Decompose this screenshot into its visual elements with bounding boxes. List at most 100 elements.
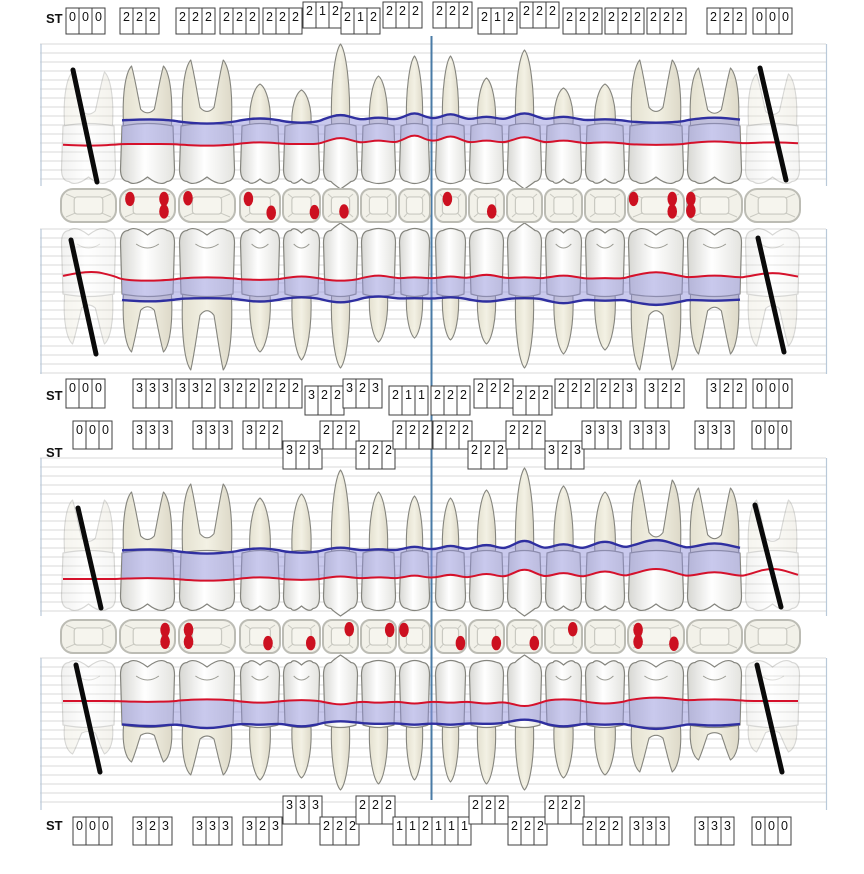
occlusal-upper-occlusal-10[interactable] <box>468 188 505 223</box>
st-cell-r2-t1-s2[interactable]: 0 <box>78 378 93 409</box>
occlusal-lower-occlusal-6[interactable] <box>322 619 359 654</box>
st-cell-r1-t3-s3[interactable]: 2 <box>201 7 216 35</box>
st-cell-r2-t6-s3[interactable]: 2 <box>330 385 345 416</box>
st-cell-r1-t12-s1[interactable]: 2 <box>562 7 577 35</box>
st-cell-r4-t1-s3[interactable]: 0 <box>98 816 113 846</box>
st-cell-r3-t3-s1[interactable]: 3 <box>192 420 207 450</box>
st-cell-r2-t7-s3[interactable]: 3 <box>368 378 383 409</box>
st-cell-r4-t10-s3[interactable]: 2 <box>494 795 509 825</box>
occlusal-upper-occlusal-7[interactable] <box>360 188 397 223</box>
st-cell-r1-t4-s3[interactable]: 2 <box>245 7 260 35</box>
st-cell-r3-t4-s2[interactable]: 2 <box>255 420 270 450</box>
st-cell-r3-t8-s1[interactable]: 2 <box>392 420 407 450</box>
st-cell-r2-t11-s1[interactable]: 2 <box>512 385 527 416</box>
occlusal-upper-occlusal-13[interactable] <box>584 188 626 223</box>
st-cell-r3-t9-s2[interactable]: 2 <box>445 420 460 450</box>
st-cell-r1-t2-s3[interactable]: 2 <box>145 7 160 35</box>
st-cell-r1-t7-s3[interactable]: 2 <box>366 7 381 35</box>
st-cell-r1-t14-s1[interactable]: 2 <box>646 7 661 35</box>
occlusal-lower-occlusal-9[interactable] <box>434 619 467 654</box>
st-cell-r4-t8-s2[interactable]: 1 <box>405 816 420 846</box>
st-cell-r1-t6-s3[interactable]: 2 <box>328 1 343 29</box>
occlusal-upper-occlusal-11[interactable] <box>506 188 543 223</box>
occlusal-lower-occlusal-16[interactable] <box>744 619 801 654</box>
st-cell-r4-t10-s1[interactable]: 2 <box>468 795 483 825</box>
st-cell-r1-t8-s2[interactable]: 2 <box>395 1 410 29</box>
st-cell-r3-t16-s2[interactable]: 0 <box>764 420 779 450</box>
st-cell-r4-t1-s2[interactable]: 0 <box>85 816 100 846</box>
st-cell-r2-t5-s2[interactable]: 2 <box>275 378 290 409</box>
st-cell-r4-t4-s3[interactable]: 3 <box>268 816 283 846</box>
occlusal-upper-occlusal-6[interactable] <box>322 188 359 223</box>
st-cell-r1-t9-s1[interactable]: 2 <box>432 1 447 29</box>
occlusal-lower-occlusal-10[interactable] <box>468 619 505 654</box>
st-cell-r1-t12-s2[interactable]: 2 <box>575 7 590 35</box>
occlusal-upper-occlusal-2[interactable] <box>119 188 176 223</box>
st-cell-r1-t16-s1[interactable]: 0 <box>752 7 767 35</box>
occlusal-upper-occlusal-4[interactable] <box>239 188 281 223</box>
st-cell-r1-t1-s2[interactable]: 0 <box>78 7 93 35</box>
st-cell-r4-t14-s3[interactable]: 3 <box>655 816 670 846</box>
st-cell-r3-t4-s1[interactable]: 3 <box>242 420 257 450</box>
st-cell-r2-t12-s3[interactable]: 2 <box>580 378 595 409</box>
st-cell-r1-t4-s2[interactable]: 2 <box>232 7 247 35</box>
st-cell-r2-t8-s2[interactable]: 1 <box>401 385 416 416</box>
st-cell-r2-t8-s3[interactable]: 1 <box>414 385 429 416</box>
st-cell-r1-t11-s1[interactable]: 2 <box>519 1 534 29</box>
st-cell-r3-t10-s3[interactable]: 2 <box>493 440 508 470</box>
st-cell-r3-t5-s1[interactable]: 3 <box>282 440 297 470</box>
st-cell-r2-t14-s3[interactable]: 2 <box>670 378 685 409</box>
st-cell-r2-t3-s2[interactable]: 3 <box>188 378 203 409</box>
st-cell-r4-t16-s1[interactable]: 0 <box>751 816 766 846</box>
st-cell-r2-t9-s1[interactable]: 2 <box>430 385 445 416</box>
st-cell-r4-t16-s3[interactable]: 0 <box>777 816 792 846</box>
st-cell-r2-t8-s1[interactable]: 2 <box>388 385 403 416</box>
occlusal-upper-occlusal-12[interactable] <box>544 188 583 223</box>
occlusal-lower-occlusal-5[interactable] <box>282 619 321 654</box>
st-cell-r2-t12-s2[interactable]: 2 <box>567 378 582 409</box>
st-cell-r1-t11-s2[interactable]: 2 <box>532 1 547 29</box>
st-cell-r1-t15-s2[interactable]: 2 <box>719 7 734 35</box>
st-cell-r3-t10-s2[interactable]: 2 <box>480 440 495 470</box>
st-cell-r1-t2-s2[interactable]: 2 <box>132 7 147 35</box>
st-cell-r3-t16-s1[interactable]: 0 <box>751 420 766 450</box>
st-cell-r2-t2-s2[interactable]: 3 <box>145 378 160 409</box>
st-cell-r3-t4-s3[interactable]: 2 <box>268 420 283 450</box>
st-cell-r3-t12-s3[interactable]: 3 <box>570 440 585 470</box>
st-cell-r4-t3-s1[interactable]: 3 <box>192 816 207 846</box>
st-cell-r1-t8-s3[interactable]: 2 <box>408 1 423 29</box>
st-cell-r4-t13-s2[interactable]: 2 <box>595 816 610 846</box>
st-cell-r2-t5-s3[interactable]: 2 <box>288 378 303 409</box>
st-cell-r2-t14-s2[interactable]: 2 <box>657 378 672 409</box>
st-cell-r3-t14-s1[interactable]: 3 <box>629 420 644 450</box>
st-cell-r2-t1-s1[interactable]: 0 <box>65 378 80 409</box>
st-cell-r1-t9-s3[interactable]: 2 <box>458 1 473 29</box>
st-cell-r3-t5-s2[interactable]: 2 <box>295 440 310 470</box>
st-cell-r1-t3-s2[interactable]: 2 <box>188 7 203 35</box>
st-cell-r3-t1-s3[interactable]: 0 <box>98 420 113 450</box>
st-cell-r2-t5-s1[interactable]: 2 <box>262 378 277 409</box>
st-cell-r2-t7-s1[interactable]: 3 <box>342 378 357 409</box>
st-cell-r2-t6-s2[interactable]: 2 <box>317 385 332 416</box>
occlusal-upper-occlusal-16[interactable] <box>744 188 801 223</box>
st-cell-r4-t15-s1[interactable]: 3 <box>694 816 709 846</box>
st-cell-r3-t7-s2[interactable]: 2 <box>368 440 383 470</box>
st-cell-r3-t14-s2[interactable]: 3 <box>642 420 657 450</box>
st-cell-r3-t1-s1[interactable]: 0 <box>72 420 87 450</box>
st-cell-r4-t10-s2[interactable]: 2 <box>481 795 496 825</box>
st-cell-r3-t15-s1[interactable]: 3 <box>694 420 709 450</box>
st-cell-r1-t12-s3[interactable]: 2 <box>588 7 603 35</box>
occlusal-lower-occlusal-1[interactable] <box>60 619 117 654</box>
st-cell-r4-t14-s1[interactable]: 3 <box>629 816 644 846</box>
occlusal-upper-occlusal-1[interactable] <box>60 188 117 223</box>
st-cell-r3-t16-s3[interactable]: 0 <box>777 420 792 450</box>
st-cell-r4-t15-s3[interactable]: 3 <box>720 816 735 846</box>
st-cell-r3-t11-s2[interactable]: 2 <box>518 420 533 450</box>
st-cell-r1-t10-s3[interactable]: 2 <box>503 7 518 35</box>
st-cell-r1-t5-s3[interactable]: 2 <box>288 7 303 35</box>
st-cell-r4-t3-s3[interactable]: 3 <box>218 816 233 846</box>
st-cell-r2-t10-s1[interactable]: 2 <box>473 378 488 409</box>
st-cell-r1-t14-s2[interactable]: 2 <box>659 7 674 35</box>
occlusal-lower-occlusal-13[interactable] <box>584 619 626 654</box>
occlusal-lower-occlusal-4[interactable] <box>239 619 281 654</box>
